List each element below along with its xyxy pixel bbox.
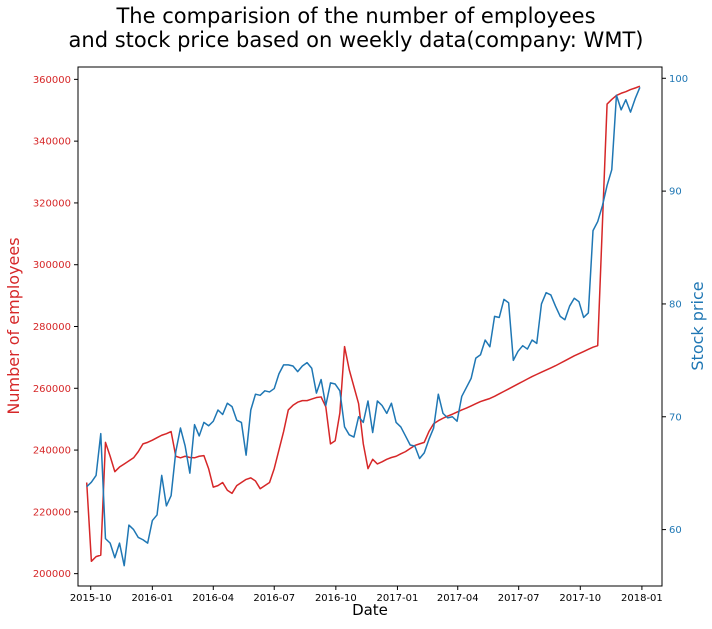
x-tick-label: 2016-04	[192, 593, 234, 604]
x-tick-label: 2017-01	[377, 593, 419, 604]
y-right-tick-label: 100	[669, 74, 688, 85]
y-left-tick-label: 260000	[33, 384, 71, 395]
x-tick-label: 2017-04	[437, 593, 479, 604]
y-left-tick-label: 360000	[33, 75, 71, 86]
y-axis-left-ticks: 200000 220000 240000 260000 280000 300000 3200…	[33, 75, 78, 580]
x-tick-label: 2016-07	[253, 593, 295, 604]
y-axis-right-label: Stock price	[688, 281, 707, 370]
y-left-tick-label: 280000	[33, 322, 71, 333]
x-axis-ticks: 2015-10 2016-01 2016-04 2016-07 2016-10 2017-…	[70, 586, 663, 604]
y-left-tick-label: 300000	[33, 260, 71, 271]
employees-series-line	[85, 85, 641, 563]
chart-title-line-2: and stock price based on weekly data(com…	[69, 28, 644, 52]
x-tick-label: 2017-10	[559, 593, 601, 604]
chart-title-line-1: The comparision of the number of employe…	[115, 4, 595, 28]
series-lines	[85, 85, 641, 567]
x-tick-label: 2018-01	[621, 593, 663, 604]
y-right-tick-label: 60	[669, 525, 682, 536]
stock-price-series-line	[86, 87, 641, 567]
y-left-tick-label: 340000	[33, 137, 71, 148]
x-tick-label: 2017-07	[498, 593, 540, 604]
x-tick-label: 2015-10	[70, 593, 112, 604]
y-left-tick-label: 240000	[33, 446, 71, 457]
y-right-tick-label: 90	[669, 187, 682, 198]
y-axis-left-label: Number of employees	[4, 237, 23, 414]
y-left-tick-label: 320000	[33, 198, 71, 209]
y-right-tick-label: 70	[669, 412, 682, 423]
x-axis-label: Date	[352, 601, 388, 619]
y-right-tick-label: 80	[669, 299, 682, 310]
plot-frame	[77, 66, 663, 587]
x-tick-label: 2016-01	[131, 593, 173, 604]
y-left-tick-label: 200000	[33, 569, 71, 580]
x-tick-label: 2016-10	[315, 593, 357, 604]
y-left-tick-label: 220000	[33, 507, 71, 518]
y-axis-right-ticks: 60 70 80 90 100	[662, 74, 688, 536]
